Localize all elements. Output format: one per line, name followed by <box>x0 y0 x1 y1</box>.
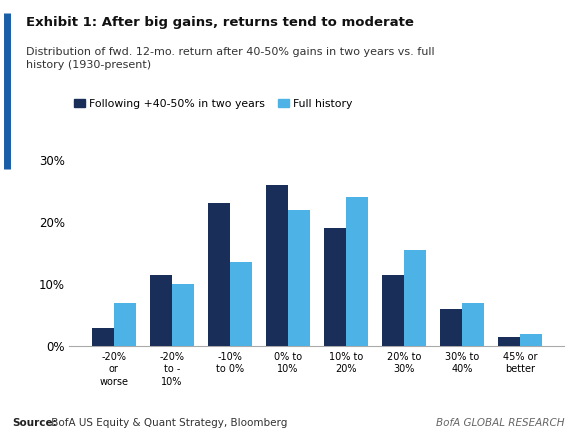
Text: Distribution of fwd. 12-mo. return after 40-50% gains in two years vs. full
hist: Distribution of fwd. 12-mo. return after… <box>26 47 434 70</box>
Text: BofA US Equity & Quant Strategy, Bloomberg: BofA US Equity & Quant Strategy, Bloombe… <box>48 418 287 428</box>
Bar <box>92 328 113 346</box>
Text: Exhibit 1: After big gains, returns tend to moderate: Exhibit 1: After big gains, returns tend… <box>26 16 414 28</box>
Bar <box>230 262 252 346</box>
Bar <box>172 284 194 346</box>
Bar <box>113 303 136 346</box>
Bar <box>324 228 346 346</box>
Bar <box>440 309 462 346</box>
Bar <box>498 337 520 346</box>
Legend: Following +40-50% in two years, Full history: Following +40-50% in two years, Full his… <box>70 95 357 113</box>
Bar <box>520 334 542 346</box>
Text: Source:: Source: <box>13 418 58 428</box>
Bar <box>208 203 230 346</box>
Bar <box>404 250 426 346</box>
Bar <box>382 275 404 346</box>
Bar <box>150 275 172 346</box>
Bar <box>266 185 288 346</box>
Text: BofA GLOBAL RESEARCH: BofA GLOBAL RESEARCH <box>436 418 564 428</box>
Bar <box>346 197 368 346</box>
Bar <box>288 210 310 346</box>
Bar <box>462 303 484 346</box>
